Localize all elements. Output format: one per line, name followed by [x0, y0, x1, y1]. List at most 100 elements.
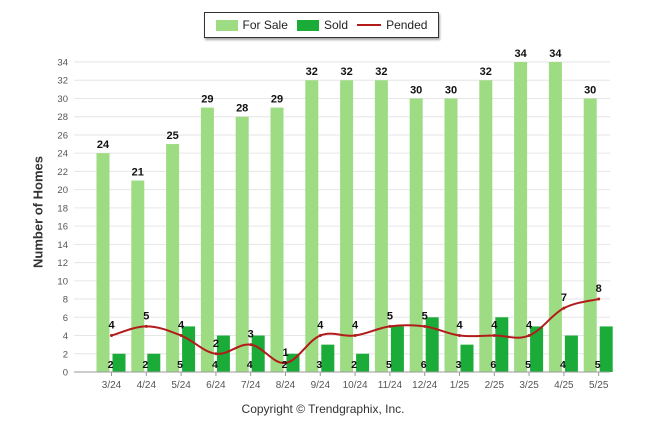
label-sold: 4 [212, 359, 218, 371]
x-tick-label: 12/24 [412, 380, 437, 391]
bar-for-sale [479, 80, 493, 372]
y-tick-label: 18 [57, 203, 68, 214]
x-tick-label: 6/24 [206, 380, 226, 391]
x-tick-label: 7/24 [241, 380, 261, 391]
legend-label-sold: Sold [323, 18, 348, 32]
bar-sold [182, 326, 196, 372]
bar-sold [390, 326, 404, 372]
pended-point [249, 343, 253, 347]
bar-for-sale [131, 180, 145, 372]
label-pended: 1 [282, 347, 288, 359]
bar-for-sale [374, 80, 388, 372]
label-sold: 2 [351, 359, 357, 371]
pended-point [144, 324, 148, 328]
y-tick-label: 8 [63, 295, 68, 306]
bar-for-sale [200, 107, 214, 373]
x-tick-label: 8/24 [276, 380, 296, 391]
label-pended: 4 [317, 320, 324, 332]
bar-sold [251, 335, 265, 372]
label-sold: 3 [316, 359, 322, 371]
label-sold: 3 [456, 359, 462, 371]
pended-line-layer [110, 297, 601, 365]
y-tick-label: 0 [63, 368, 68, 379]
y-tick-label: 2 [63, 349, 68, 360]
label-for-sale: 32 [480, 66, 492, 78]
bar-sold [564, 335, 578, 372]
label-pended: 4 [108, 320, 115, 332]
label-sold: 5 [595, 359, 601, 371]
label-for-sale: 32 [306, 66, 318, 78]
label-for-sale: 28 [236, 103, 248, 115]
label-sold: 4 [560, 359, 566, 371]
y-tick-label: 14 [57, 240, 68, 251]
bar-for-sale [409, 98, 423, 373]
label-sold: 6 [490, 359, 496, 371]
label-for-sale: 24 [97, 139, 110, 151]
legend: For Sale Sold Pended [204, 12, 439, 38]
data-labels: 2422122552942842923233223253063033263453… [97, 48, 602, 371]
label-for-sale: 29 [271, 94, 283, 106]
bar-for-sale [270, 107, 284, 373]
label-for-sale: 30 [584, 84, 596, 96]
y-tick-label: 22 [57, 167, 68, 178]
pended-point [318, 334, 322, 338]
bar-for-sale [583, 98, 597, 373]
y-tick-label: 4 [63, 331, 68, 342]
x-tick-label: 5/25 [589, 380, 609, 391]
x-tick-label: 1/25 [450, 380, 470, 391]
pended-point [527, 334, 531, 338]
label-pended: 5 [387, 310, 393, 322]
label-pended: 4 [456, 320, 463, 332]
legend-label-for-sale: For Sale [242, 18, 288, 32]
y-tick-label: 24 [57, 149, 68, 160]
y-tick-label: 28 [57, 112, 68, 123]
y-tick-label: 16 [57, 222, 68, 233]
x-tick-label: 9/24 [311, 380, 331, 391]
bar-sold [530, 326, 544, 372]
label-pended: 5 [422, 310, 428, 322]
legend-item-pended[interactable]: Pended [357, 18, 427, 32]
pended-point [214, 352, 218, 356]
copyright-footer: Copyright © Trendgraphix, Inc. [241, 402, 405, 416]
y-tick-label: 6 [63, 313, 68, 324]
bar-for-sale [514, 62, 528, 372]
legend-item-for-sale[interactable]: For Sale [215, 18, 288, 32]
bar-sold [599, 326, 613, 372]
y-tick-label: 10 [57, 276, 68, 287]
bar-sold [460, 344, 474, 372]
bar-sold [425, 317, 439, 372]
label-pended: 4 [178, 320, 185, 332]
bar-for-sale [340, 80, 354, 372]
pended-point [423, 324, 427, 328]
label-pended: 8 [596, 283, 602, 295]
x-tick-label: 4/24 [137, 380, 157, 391]
sold-swatch [296, 19, 319, 31]
label-pended: 4 [491, 320, 498, 332]
bar-for-sale [96, 153, 110, 372]
x-tick-label: 3/24 [102, 380, 122, 391]
legend-item-sold[interactable]: Sold [296, 18, 348, 32]
bar-for-sale [235, 116, 249, 373]
label-for-sale: 34 [514, 48, 527, 60]
label-for-sale: 29 [201, 94, 213, 106]
bar-sold [147, 353, 161, 372]
bar-sold [495, 317, 509, 372]
bar-sold [112, 353, 126, 372]
y-tick-label: 30 [57, 94, 68, 105]
pended-point [284, 361, 287, 365]
bar-for-sale [444, 98, 458, 373]
bars [96, 62, 613, 373]
pended-point [388, 324, 392, 328]
label-pended: 4 [352, 320, 359, 332]
x-tick-label: 10/24 [343, 380, 368, 391]
bar-for-sale [548, 62, 562, 372]
label-sold: 2 [282, 359, 288, 371]
pended-point [353, 334, 357, 338]
x-tick-label: 4/25 [554, 380, 574, 391]
pended-swatch [357, 24, 382, 26]
label-pended: 4 [526, 320, 533, 332]
y-tick-label: 26 [57, 130, 68, 141]
for-sale-swatch [215, 19, 238, 31]
x-tick-label: 11/24 [378, 380, 403, 391]
label-sold: 6 [421, 359, 427, 371]
